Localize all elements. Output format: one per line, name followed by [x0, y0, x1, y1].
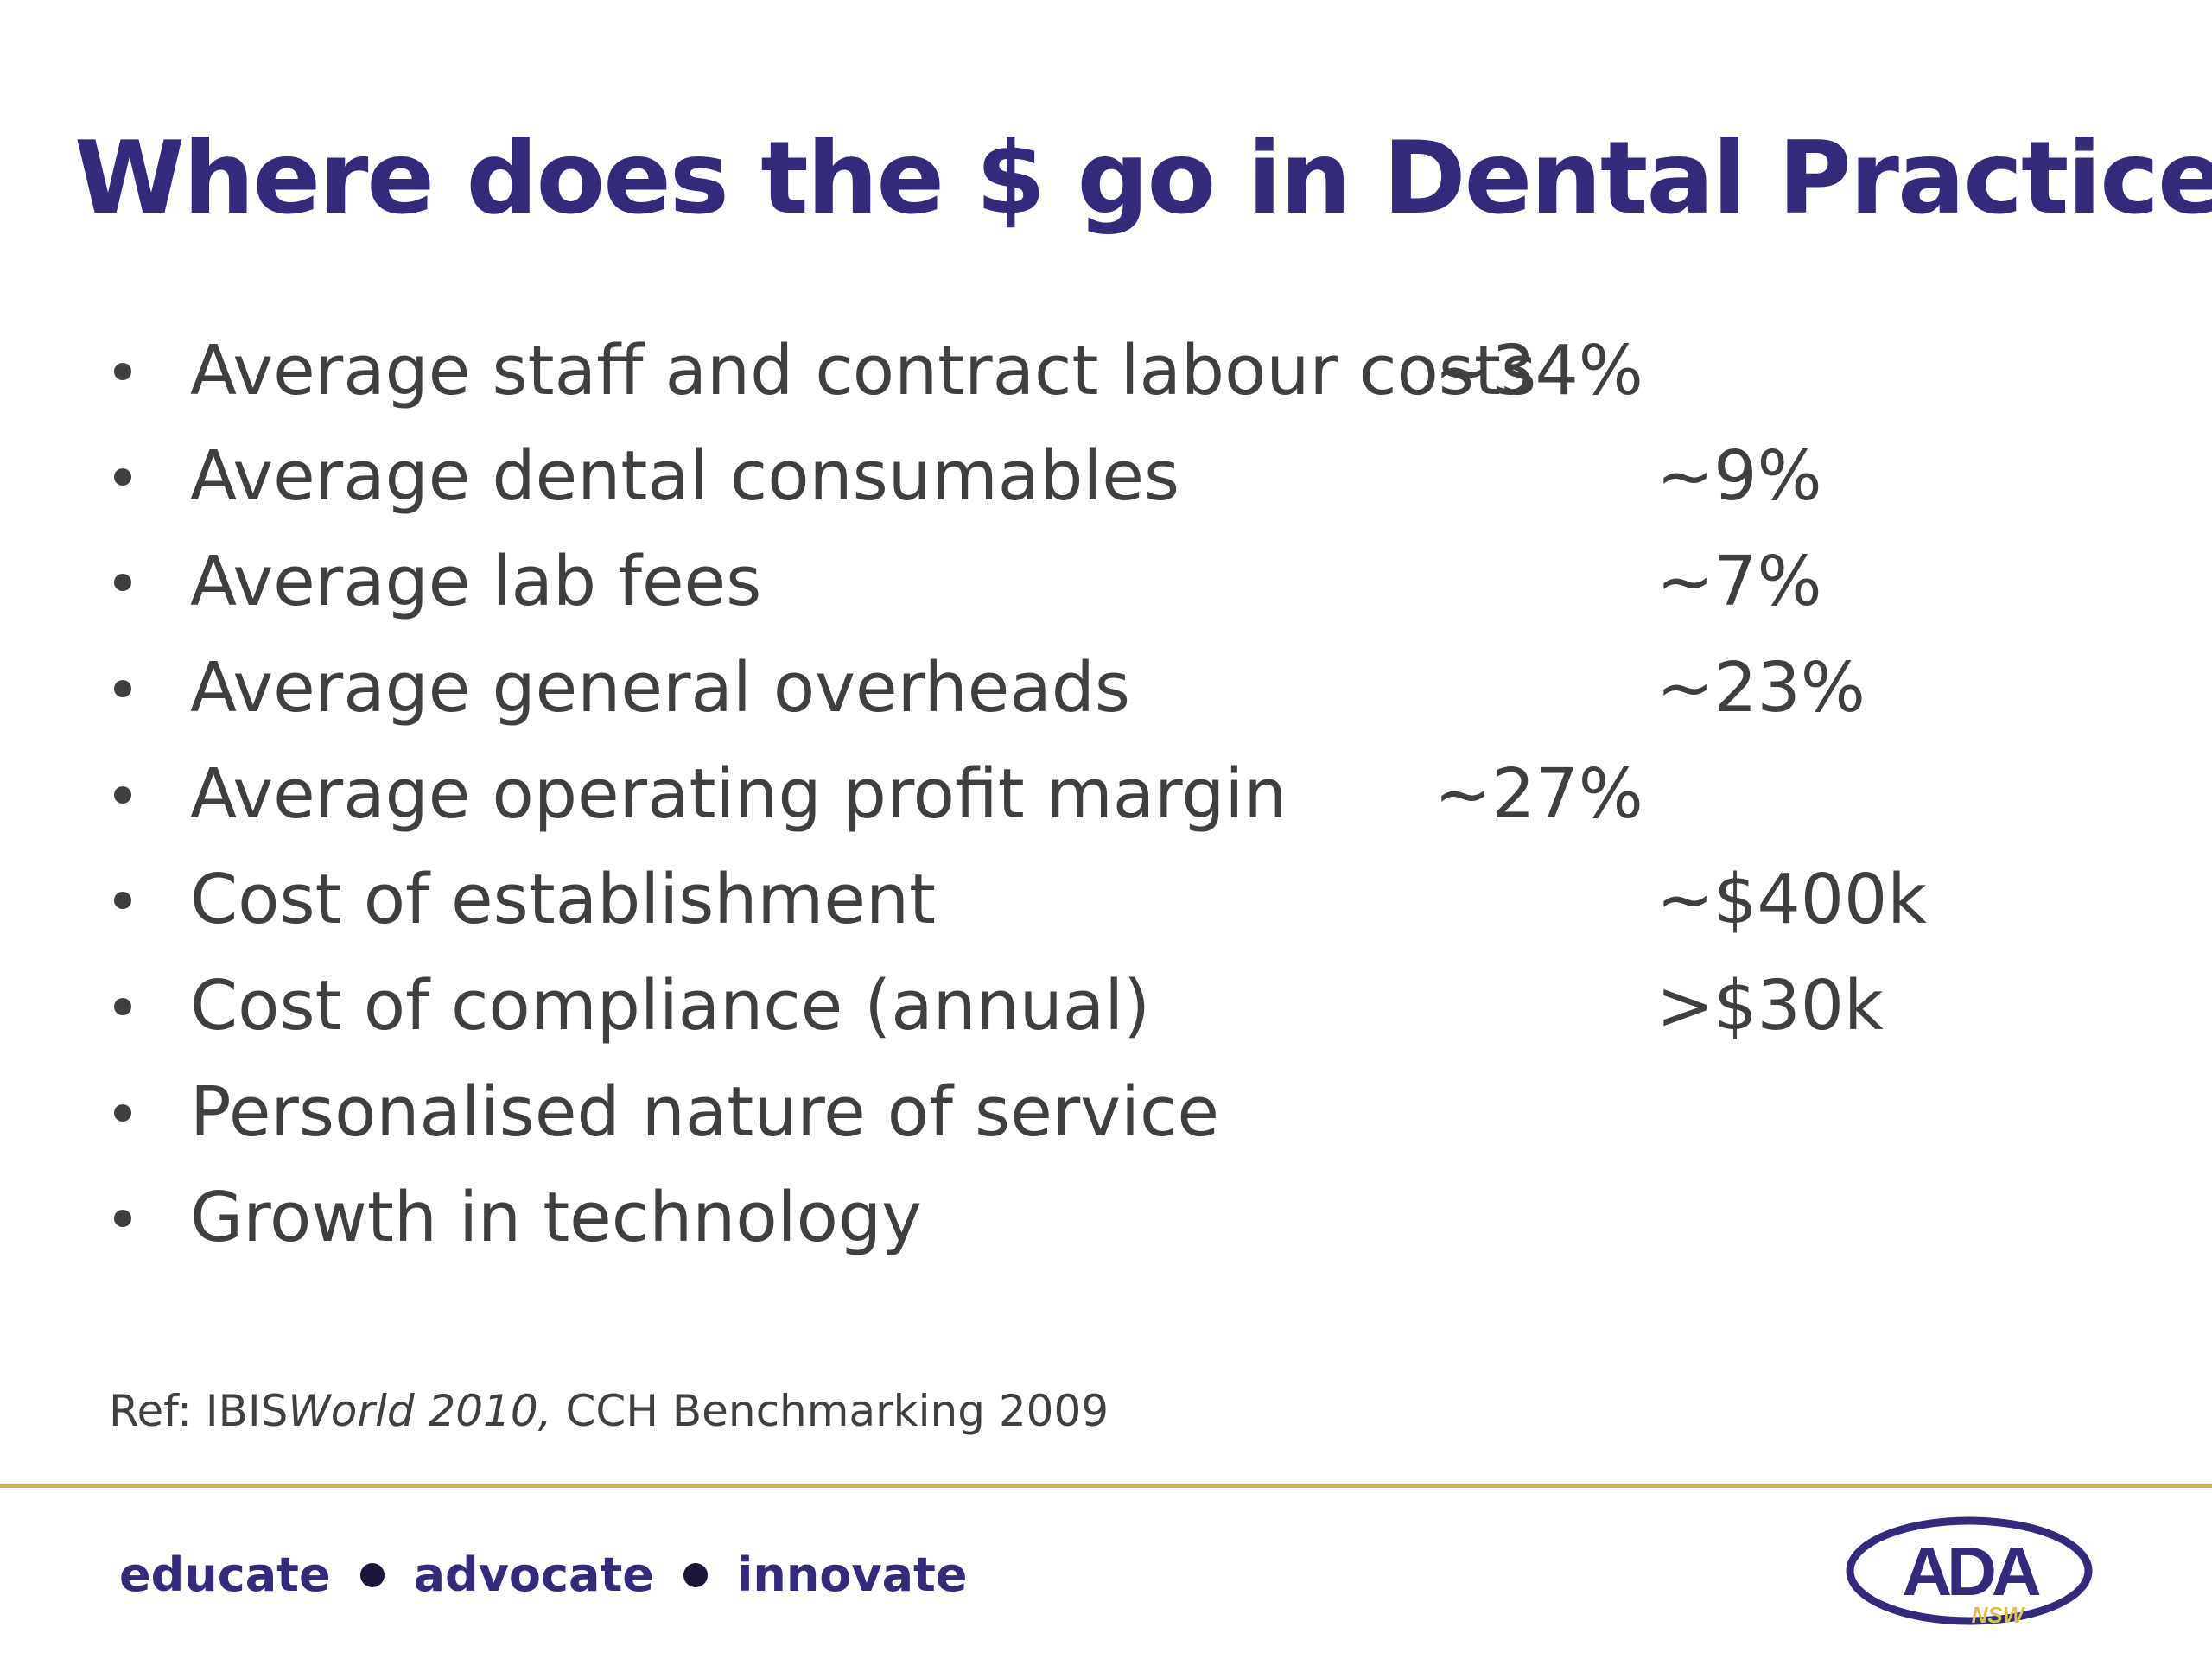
reference-italic: World 2010, — [288, 1386, 552, 1436]
bullet-value: ~34% — [1434, 331, 1643, 410]
bullet-label: Average staff and contract labour costs — [190, 331, 1537, 410]
bullet-label: Cost of establishment — [190, 860, 937, 939]
bullet-point-icon — [114, 574, 131, 591]
bullet-item: Cost of compliance (annual) >$30k — [0, 953, 2212, 1058]
bullet-value: ~27% — [1434, 754, 1643, 834]
bullet-separator-icon — [359, 1563, 385, 1587]
bullet-item: Average lab fees ~7% — [0, 529, 2212, 634]
bullet-item: Average general overheads ~23% — [0, 635, 2212, 741]
logo-text: ADA — [1902, 1533, 2040, 1610]
bullet-value: >$30k — [1656, 966, 1884, 1046]
bullet-label: Average general overheads — [190, 648, 1131, 728]
bullet-point-icon — [114, 786, 131, 804]
bullet-item: Growth in technology — [0, 1165, 2212, 1270]
bullet-point-icon — [114, 998, 131, 1015]
reference-suffix: CCH Benchmarking 2009 — [551, 1386, 1109, 1436]
ada-nsw-logo: ADA NSW — [1846, 1516, 2093, 1628]
bullet-label: Personalised nature of service — [190, 1072, 1220, 1152]
logo-subtext: NSW — [1972, 1602, 2026, 1628]
reference-note: Ref: IBISWorld 2010, CCH Benchmarking 20… — [109, 1381, 1109, 1441]
bullet-value: ~$400k — [1656, 860, 1927, 939]
reference-prefix: Ref: IBIS — [109, 1386, 289, 1436]
bullet-point-icon — [114, 468, 131, 486]
bullet-value: ~9% — [1656, 436, 1822, 516]
bullet-item: Cost of establishment ~$400k — [0, 847, 2212, 952]
bullet-point-icon — [114, 363, 131, 380]
bullet-item: Average staff and contract labour costs … — [0, 318, 2212, 423]
slide-title: Where does the $ go in Dental Practice — [74, 120, 2212, 237]
bullet-label: Average dental consumables — [190, 436, 1180, 516]
bullet-value: ~23% — [1656, 648, 1866, 728]
bullet-value: ~7% — [1656, 542, 1822, 621]
bullet-point-icon — [114, 892, 131, 909]
tagline-word: innovate — [736, 1548, 968, 1602]
tagline-word: educate — [119, 1548, 331, 1602]
bullet-point-icon — [114, 1210, 131, 1227]
bullet-item: Personalised nature of service — [0, 1059, 2212, 1165]
logo-ellipse — [1846, 1516, 2093, 1625]
bullet-label: Average lab fees — [190, 542, 762, 621]
bullet-item: Average dental consumables ~9% — [0, 423, 2212, 529]
tagline-word: advocate — [413, 1548, 654, 1602]
bullet-label: Cost of compliance (annual) — [190, 966, 1151, 1046]
bullet-label: Average operating profit margin — [190, 754, 1287, 834]
bullet-label: Growth in technology — [190, 1178, 922, 1257]
footer-divider — [0, 1484, 2212, 1488]
bullet-point-icon — [114, 1104, 131, 1122]
bullet-item: Average operating profit margin ~27% — [0, 741, 2212, 847]
bullet-list: Average staff and contract labour costs … — [0, 318, 2212, 1270]
bullet-separator-icon — [683, 1563, 708, 1587]
footer-tagline: educate advocate innovate — [119, 1542, 967, 1608]
bullet-point-icon — [114, 680, 131, 697]
